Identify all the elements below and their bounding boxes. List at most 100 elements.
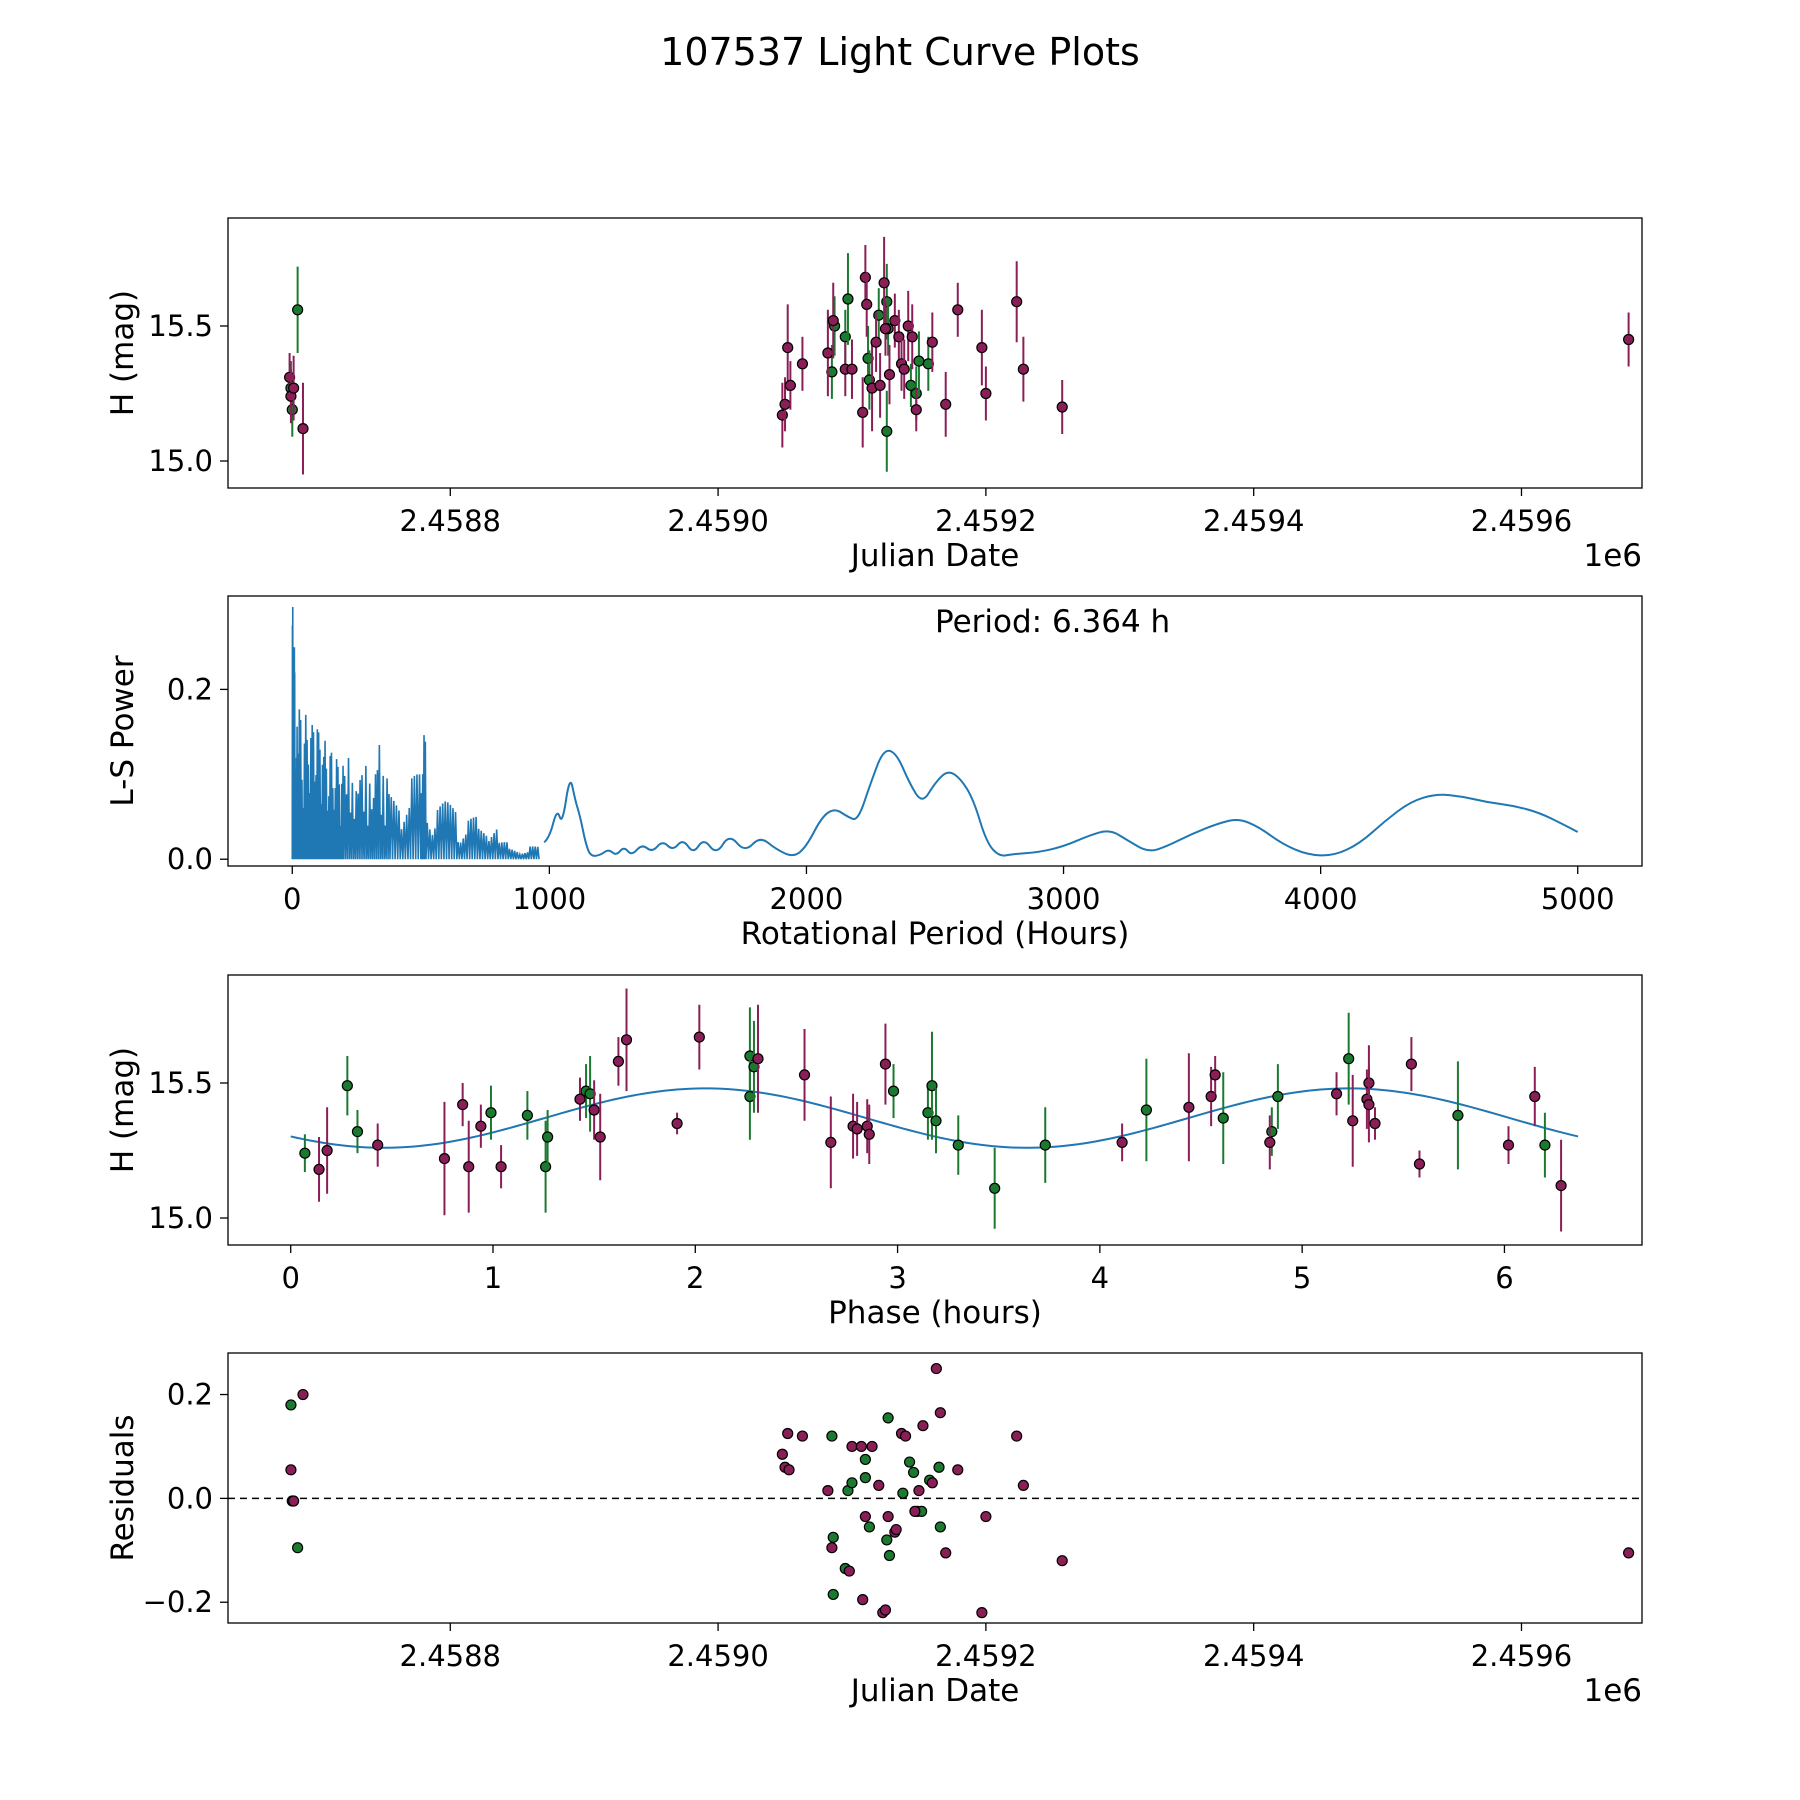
lightcurve-point-green xyxy=(1645,351,1655,361)
residuals-x-offset-label: 1e6 xyxy=(1583,1673,1642,1709)
phase-point-green xyxy=(485,1107,497,1119)
lightcurve-point-magenta xyxy=(846,363,858,375)
panel-periodogram: 0 1000 2000 3000 4000 5000 0.0 0.2 Rotational Pe… xyxy=(105,595,1643,952)
residuals-point-magenta xyxy=(846,1440,858,1453)
residuals-point-green xyxy=(827,1588,839,1601)
phase-point-magenta xyxy=(1347,1115,1359,1127)
residuals-point-magenta xyxy=(879,1604,892,1616)
residuals-point-magenta xyxy=(1017,1479,1029,1492)
periodogram-y-tick-label: 0.0 xyxy=(167,842,213,876)
lightcurve-point-magenta xyxy=(784,379,796,391)
residuals-x-tick-label: 2.4594 xyxy=(1203,1639,1304,1673)
residuals-point-magenta xyxy=(297,1388,309,1401)
periodogram-x-tick-label: 0 xyxy=(283,882,301,916)
phase-point-magenta xyxy=(1209,1069,1221,1081)
residuals-point-magenta xyxy=(796,1430,809,1442)
phase-point-magenta xyxy=(1413,1158,1426,1170)
residuals-y-tick-label: −0.2 xyxy=(143,1585,213,1619)
lightcurve-x-tick-label: 2.4590 xyxy=(667,504,768,538)
phase-x-tick-label: 0 xyxy=(281,1261,299,1295)
lightcurve-point-magenta xyxy=(898,363,910,375)
residuals-point-green xyxy=(883,1549,896,1562)
residuals-x-tick-label: 2.4590 xyxy=(667,1639,768,1673)
phase-point-magenta xyxy=(1183,1101,1195,1113)
periodogram-x-tick-label: 1000 xyxy=(512,882,586,916)
residuals-y-tick-label: 0.2 xyxy=(167,1378,213,1412)
lightcurve-axes-frame xyxy=(227,217,1643,489)
residuals-point-green xyxy=(292,1542,304,1554)
lightcurve-x-offset-label: 1e6 xyxy=(1583,538,1642,574)
phase-point-magenta xyxy=(1330,1088,1343,1100)
phase-point-green xyxy=(1217,1112,1229,1124)
residuals-point-green xyxy=(882,1412,894,1424)
lightcurve-point-magenta xyxy=(779,398,791,410)
lightcurve-point-magenta xyxy=(874,379,886,391)
residuals-x-tick-label: 2.4592 xyxy=(935,1639,1036,1673)
residuals-point-magenta xyxy=(976,1607,988,1619)
residuals-point-green xyxy=(826,1430,838,1442)
lightcurve-x-tick-label: 2.4594 xyxy=(1203,504,1304,538)
residuals-point-magenta xyxy=(857,1594,869,1606)
residuals-point-green xyxy=(934,1521,946,1533)
phase-point-magenta xyxy=(475,1120,487,1132)
phase-x-label: Phase (hours) xyxy=(828,1295,1042,1331)
residuals-point-magenta xyxy=(952,1464,964,1476)
periodogram-y-label: L-S Power xyxy=(105,655,141,806)
residuals-point-magenta xyxy=(285,1464,297,1476)
lightcurve-point-magenta xyxy=(1056,401,1068,413)
periodogram-line xyxy=(543,749,1579,857)
lightcurve-point-magenta xyxy=(906,331,918,343)
lightcurve-y-tick-label: 15.0 xyxy=(148,444,213,478)
phase-point-magenta xyxy=(620,1034,633,1046)
residuals-point-magenta xyxy=(782,1427,794,1440)
residuals-point-magenta xyxy=(940,1547,952,1559)
residuals-point-magenta xyxy=(890,1523,902,1536)
lightcurve-plot-area xyxy=(283,236,1656,475)
residuals-point-green xyxy=(863,1521,875,1533)
phase-point-magenta xyxy=(798,1069,811,1081)
residuals-point-magenta xyxy=(288,1495,300,1507)
phase-x-tick-label: 1 xyxy=(484,1261,502,1295)
phase-plot-area xyxy=(290,988,1579,1232)
residuals-point-magenta xyxy=(873,1479,885,1492)
residuals-point-magenta xyxy=(826,1542,838,1554)
residuals-point-magenta xyxy=(899,1430,912,1442)
periodogram-y-tick-label: 0.2 xyxy=(167,672,213,706)
lightcurve-point-magenta xyxy=(1017,363,1029,375)
residuals-x-tick-label: 2.4588 xyxy=(400,1639,501,1673)
phase-point-green xyxy=(952,1139,964,1151)
phase-point-green xyxy=(926,1080,938,1092)
residuals-point-magenta xyxy=(776,1448,788,1460)
residuals-point-magenta xyxy=(1646,1561,1656,1571)
phase-point-green xyxy=(1272,1090,1284,1103)
phase-point-magenta xyxy=(1405,1058,1417,1070)
residuals-point-green xyxy=(859,1472,871,1484)
residuals-y-tick-label: 0.0 xyxy=(167,1481,213,1515)
residuals-point-green xyxy=(897,1487,909,1499)
residuals-point-green xyxy=(933,1461,945,1473)
phase-point-magenta xyxy=(1264,1136,1276,1149)
residuals-point-green xyxy=(907,1466,920,1479)
residuals-point-green xyxy=(903,1456,916,1468)
lightcurve-point-magenta xyxy=(883,369,896,381)
phase-point-magenta xyxy=(1116,1136,1128,1149)
residuals-point-magenta xyxy=(843,1565,855,1577)
periodogram-x-tick-label: 4000 xyxy=(1284,882,1358,916)
phase-point-magenta xyxy=(372,1139,384,1151)
phase-point-magenta xyxy=(457,1098,469,1111)
periodogram-plot-area xyxy=(291,607,1579,860)
phase-point-magenta xyxy=(851,1123,863,1135)
phase-point-magenta xyxy=(752,1053,764,1065)
residuals-point-magenta xyxy=(866,1440,878,1453)
lightcurve-point-magenta xyxy=(857,406,869,418)
lightcurve-point-magenta xyxy=(1646,343,1656,353)
lightcurve-point-magenta xyxy=(926,336,938,348)
residuals-point-green xyxy=(881,1534,893,1546)
lightcurve-point-green xyxy=(286,404,298,416)
phase-point-magenta xyxy=(879,1058,892,1070)
lightcurve-x-tick-label: 2.4596 xyxy=(1471,504,1572,538)
lightcurve-point-magenta xyxy=(1011,296,1023,308)
lightcurve-point-magenta xyxy=(782,342,794,354)
phase-point-green xyxy=(1343,1053,1355,1065)
